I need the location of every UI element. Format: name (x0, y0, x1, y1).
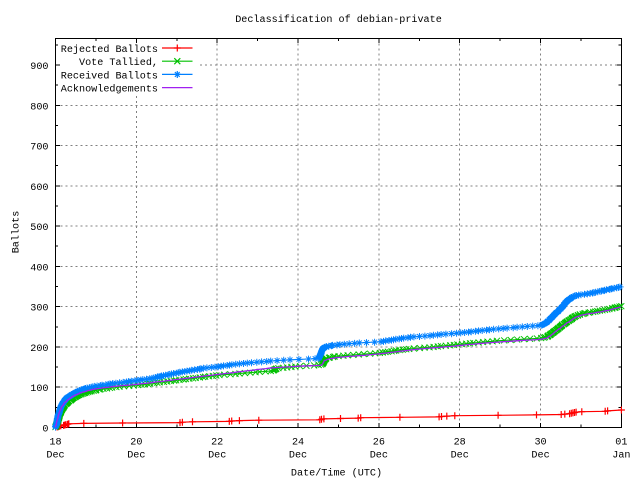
svg-text:500: 500 (30, 223, 48, 234)
svg-text:900: 900 (30, 62, 48, 73)
svg-text:Declassification of debian-pri: Declassification of debian-private (235, 14, 442, 26)
svg-text:Jan: Jan (612, 451, 630, 462)
svg-text:Dec: Dec (531, 451, 549, 462)
svg-text:Dec: Dec (451, 451, 469, 462)
svg-text:600: 600 (30, 183, 48, 194)
svg-text:22: 22 (211, 438, 223, 449)
svg-text:28: 28 (454, 438, 466, 449)
svg-text:800: 800 (30, 102, 48, 113)
svg-text:Dec: Dec (127, 451, 145, 462)
svg-text:Received Ballots: Received Ballots (61, 70, 158, 82)
svg-text:400: 400 (30, 263, 48, 274)
svg-text:Dec: Dec (289, 451, 307, 462)
svg-text:Vote Tallied,: Vote Tallied, (79, 57, 158, 69)
svg-text:Date/Time (UTC): Date/Time (UTC) (291, 468, 382, 480)
svg-text:700: 700 (30, 143, 48, 154)
svg-text:18: 18 (49, 438, 61, 449)
svg-text:26: 26 (373, 438, 385, 449)
svg-text:Dec: Dec (370, 451, 388, 462)
svg-text:Acknowledgements: Acknowledgements (61, 84, 158, 96)
svg-text:Rejected Ballots: Rejected Ballots (61, 44, 158, 56)
svg-text:0: 0 (42, 424, 48, 435)
svg-text:Dec: Dec (46, 451, 64, 462)
svg-text:200: 200 (30, 344, 48, 355)
svg-text:Ballots: Ballots (11, 211, 23, 254)
svg-text:24: 24 (292, 438, 304, 449)
svg-text:Dec: Dec (208, 451, 226, 462)
svg-text:30: 30 (534, 438, 546, 449)
svg-text:20: 20 (130, 438, 142, 449)
svg-text:300: 300 (30, 304, 48, 315)
svg-text:100: 100 (30, 384, 48, 395)
svg-text:01: 01 (615, 438, 627, 449)
